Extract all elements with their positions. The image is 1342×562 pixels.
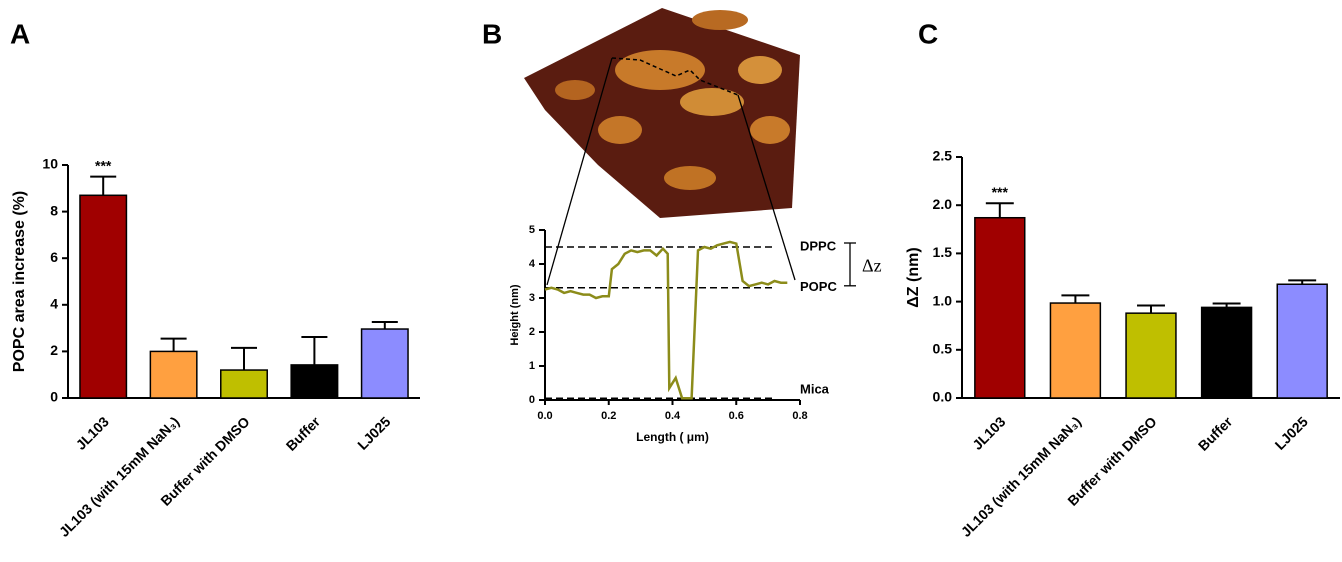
- y-tick-label: 10: [42, 156, 58, 172]
- reference-label: Mica: [800, 382, 830, 397]
- y-tick-label: 2: [50, 342, 58, 358]
- x-tick-label: JL103 (with 15mM NaN₃): [56, 413, 182, 539]
- bar: [221, 370, 267, 398]
- y-tick-label: 4: [529, 258, 536, 270]
- y-tick-label: 8: [50, 202, 58, 218]
- reference-label: POPC: [800, 279, 837, 294]
- panel-label: B: [482, 18, 502, 49]
- x-tick-label: 0.6: [729, 410, 744, 422]
- bar: [1126, 313, 1176, 398]
- x-tick-label: 0.2: [601, 410, 616, 422]
- bar: [80, 195, 126, 398]
- y-axis-label: Height (nm): [509, 284, 521, 345]
- y-tick-label: 6: [50, 249, 58, 265]
- y-tick-label: 1.0: [933, 292, 953, 308]
- y-tick-label: 2: [529, 326, 535, 338]
- y-tick-label: 0.0: [933, 389, 953, 405]
- panel-label: A: [10, 18, 30, 49]
- afm-domain: [664, 166, 716, 190]
- x-tick-label: Buffer: [1195, 413, 1236, 454]
- bar: [1277, 284, 1327, 398]
- x-tick-label: JL103 (with 15mM NaN₃): [958, 413, 1084, 539]
- y-tick-label: 0.5: [933, 341, 953, 357]
- y-tick-label: 5: [529, 224, 535, 236]
- profile-line: [545, 242, 787, 398]
- y-tick-label: 3: [529, 292, 535, 304]
- y-axis-label: POPC area increase (%): [11, 191, 28, 372]
- afm-domain: [680, 88, 744, 116]
- figure: A0246810POPC area increase (%)JL103JL103…: [0, 0, 1342, 562]
- bar: [150, 351, 196, 398]
- y-tick-label: 2.5: [933, 148, 953, 164]
- afm-surface: [524, 8, 800, 218]
- afm-domain: [692, 10, 748, 30]
- bar: [291, 365, 337, 398]
- significance: ***: [95, 157, 112, 173]
- afm-domain: [738, 56, 782, 84]
- x-tick-label: LJ025: [354, 413, 394, 453]
- x-tick-label: Buffer: [283, 413, 324, 454]
- afm-image: [524, 8, 800, 285]
- x-tick-label: JL103: [73, 413, 113, 453]
- bar: [362, 329, 408, 398]
- y-tick-label: 0: [529, 394, 535, 406]
- afm-domain: [598, 116, 642, 144]
- panel-label: C: [918, 18, 938, 49]
- reference-label: DPPC: [800, 238, 837, 253]
- y-tick-label: 1.5: [933, 244, 953, 260]
- y-tick-label: 2.0: [933, 196, 953, 212]
- y-tick-label: 4: [50, 296, 58, 312]
- bar: [1050, 303, 1100, 398]
- bar: [975, 218, 1025, 398]
- afm-domain: [750, 116, 790, 144]
- y-axis-label: ΔZ (nm): [905, 247, 922, 307]
- afm-domain: [555, 80, 595, 100]
- afm-domain: [615, 50, 705, 90]
- x-tick-label: 0.8: [792, 410, 807, 422]
- x-tick-label: 0.0: [537, 410, 552, 422]
- y-tick-label: 1: [529, 360, 535, 372]
- delta-label: Δz: [862, 256, 882, 276]
- x-tick-label: 0.4: [665, 410, 681, 422]
- y-tick-label: 0: [50, 389, 58, 405]
- x-tick-label: LJ025: [1272, 413, 1312, 453]
- x-axis-label: Length ( μm): [636, 430, 709, 444]
- x-tick-label: JL103: [969, 413, 1009, 453]
- significance: ***: [992, 184, 1009, 200]
- bar: [1202, 307, 1252, 398]
